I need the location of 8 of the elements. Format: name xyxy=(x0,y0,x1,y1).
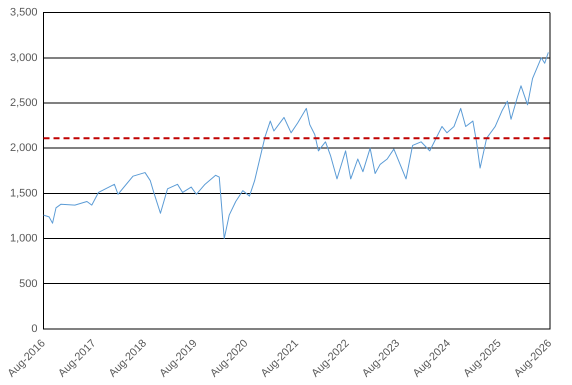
y-tick-label: 3,500 xyxy=(10,6,38,19)
y-tick-label: 2,000 xyxy=(10,142,38,154)
y-tick-label: 2,500 xyxy=(10,97,38,110)
y-tick-label: 3,000 xyxy=(10,52,38,64)
y-tick-label: 500 xyxy=(19,278,38,290)
y-tick-label: 0 xyxy=(31,322,38,335)
y-tick-label: 1,000 xyxy=(10,232,38,245)
y-tick-label: 1,500 xyxy=(10,187,38,200)
